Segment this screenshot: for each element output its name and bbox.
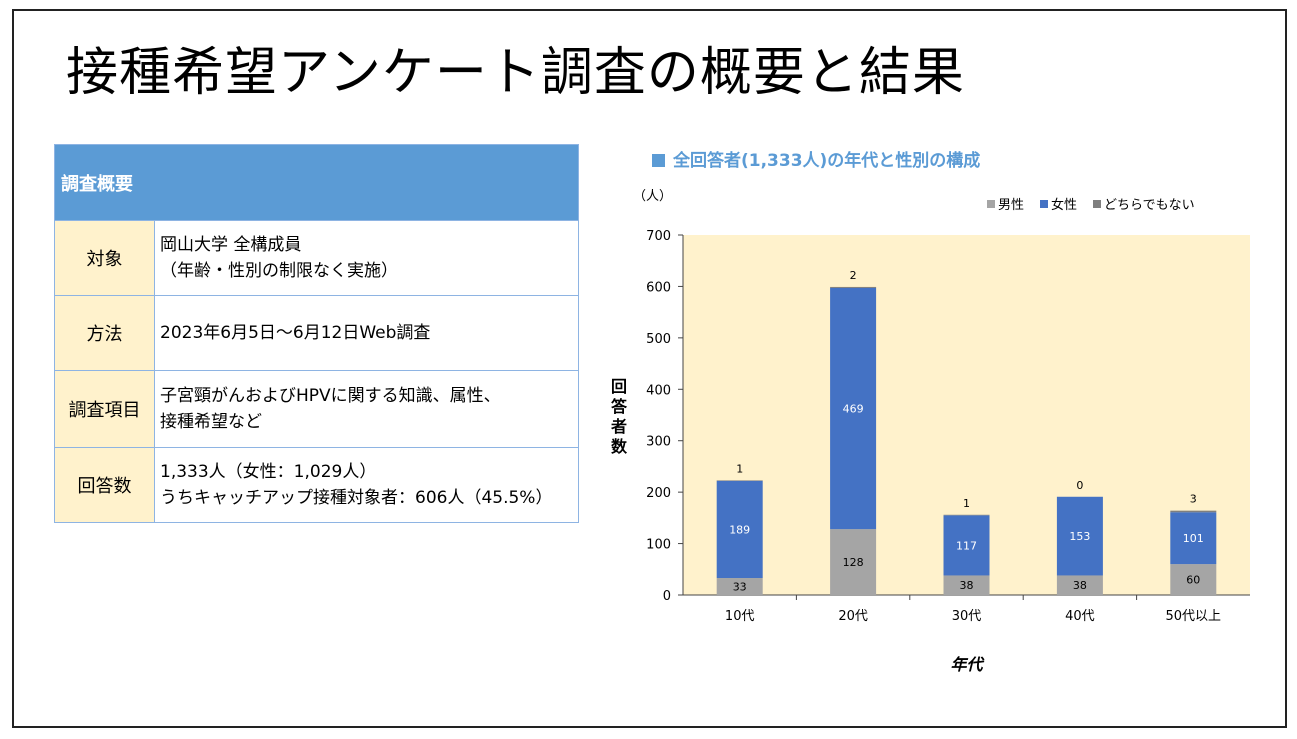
bar-segment — [1056, 575, 1103, 595]
y-tick-label: 300 — [646, 435, 671, 450]
data-label: 38 — [1073, 579, 1087, 592]
legend-swatch — [1040, 200, 1048, 208]
data-label: 0 — [1076, 479, 1083, 492]
y-axis-title-char: 答 — [611, 397, 628, 416]
x-axis-title: 年代 — [950, 655, 984, 674]
bar-segment — [830, 287, 877, 530]
square-icon — [652, 154, 665, 167]
row-value-line: 1,333人（女性：1,029人） — [160, 462, 377, 482]
summary-header-row: 調査概要 — [54, 144, 579, 221]
y-unit-label: （人） — [633, 189, 672, 204]
bar-segment — [943, 515, 990, 576]
summary-table: 調査概要 対象 岡山大学 全構成員 （年齢・性別の制限なく実施） 方法 2023… — [54, 144, 579, 523]
data-label: 189 — [729, 523, 750, 536]
y-tick-label: 700 — [646, 229, 671, 244]
legend-label: 男性 — [998, 198, 1024, 213]
y-axis-title-char: 数 — [611, 437, 628, 456]
summary-row-items: 調査項目 子宮頸がんおよびHPVに関する知識、属性、 接種希望など — [54, 370, 579, 448]
y-tick-label: 400 — [646, 383, 671, 398]
data-label: 33 — [733, 581, 747, 594]
row-value-line: 接種希望など — [160, 412, 262, 432]
bar-segment — [1170, 564, 1217, 595]
y-tick-label: 500 — [646, 332, 671, 347]
y-tick-label: 200 — [646, 486, 671, 501]
row-value-line: うちキャッチアップ接種対象者：606人（45.5%） — [160, 488, 553, 508]
chart-title-text: 全回答者(1,333人)の年代と性別の構成 — [673, 151, 981, 171]
x-tick-label: 10代 — [725, 609, 755, 624]
y-tick-label: 0 — [663, 589, 671, 604]
x-tick-label: 20代 — [838, 609, 868, 624]
bar-segment — [1170, 510, 1217, 513]
data-label: 153 — [1069, 530, 1090, 543]
bar-segment — [830, 529, 877, 595]
data-label: 1 — [963, 497, 970, 510]
bar-segment — [830, 286, 877, 288]
bar-segment — [716, 480, 763, 579]
row-label: 調査項目 — [54, 370, 155, 448]
legend-swatch — [1093, 200, 1101, 208]
data-label: 3 — [1190, 493, 1197, 506]
summary-header: 調査概要 — [54, 144, 579, 221]
row-value: 2023年6月5日～6月12日Web調査 — [154, 295, 579, 371]
data-label: 469 — [843, 403, 864, 416]
row-value-line: 2023年6月5日～6月12日Web調査 — [160, 323, 431, 343]
row-value-line: 岡山大学 全構成員 — [160, 235, 302, 255]
y-axis-title-char: 回 — [611, 377, 627, 396]
data-label: 60 — [1186, 574, 1200, 587]
slide-frame — [12, 9, 1287, 728]
bar-segment — [943, 514, 990, 516]
row-value-line: 子宮頸がんおよびHPVに関する知識、属性、 — [160, 386, 501, 406]
x-tick-label: 40代 — [1065, 609, 1095, 624]
bar-segment — [716, 480, 763, 481]
bar-segment — [1056, 496, 1103, 576]
bar-segment — [1170, 512, 1217, 565]
row-value: 1,333人（女性：1,029人） うちキャッチアップ接種対象者：606人（45… — [154, 447, 579, 523]
row-label: 対象 — [54, 220, 155, 296]
slide-title: 接種希望アンケート調査の概要と結果 — [66, 43, 965, 103]
data-label: 128 — [843, 556, 864, 569]
row-value: 岡山大学 全構成員 （年齢・性別の制限なく実施） — [154, 220, 579, 296]
data-label: 101 — [1183, 532, 1204, 545]
data-label: 2 — [850, 269, 857, 282]
x-tick-label: 30代 — [952, 609, 982, 624]
chart-title: 全回答者(1,333人)の年代と性別の構成 — [652, 146, 980, 171]
row-label: 方法 — [54, 295, 155, 371]
summary-row-responses: 回答数 1,333人（女性：1,029人） うちキャッチアップ接種対象者：606… — [54, 447, 579, 523]
stacked-bar-chart: 010020030040050060070010代33189120代128469… — [610, 189, 1250, 674]
bar-segment — [716, 578, 763, 595]
y-tick-label: 100 — [646, 538, 671, 553]
legend-label: どちらでもない — [1104, 198, 1195, 213]
summary-row-method: 方法 2023年6月5日～6月12日Web調査 — [54, 295, 579, 371]
summary-row-target: 対象 岡山大学 全構成員 （年齢・性別の制限なく実施） — [54, 220, 579, 296]
row-label: 回答数 — [54, 447, 155, 523]
row-value: 子宮頸がんおよびHPVに関する知識、属性、 接種希望など — [154, 370, 579, 448]
data-label: 1 — [736, 462, 743, 475]
legend-swatch — [987, 200, 995, 208]
data-label: 38 — [960, 579, 974, 592]
x-tick-label: 50代以上 — [1166, 609, 1222, 624]
y-axis-title-char: 者 — [610, 417, 627, 436]
data-label: 117 — [956, 539, 977, 552]
y-tick-label: 600 — [646, 280, 671, 295]
bar-segment — [943, 575, 990, 595]
legend-label: 女性 — [1051, 197, 1077, 213]
row-value-line: （年齢・性別の制限なく実施） — [160, 261, 398, 281]
